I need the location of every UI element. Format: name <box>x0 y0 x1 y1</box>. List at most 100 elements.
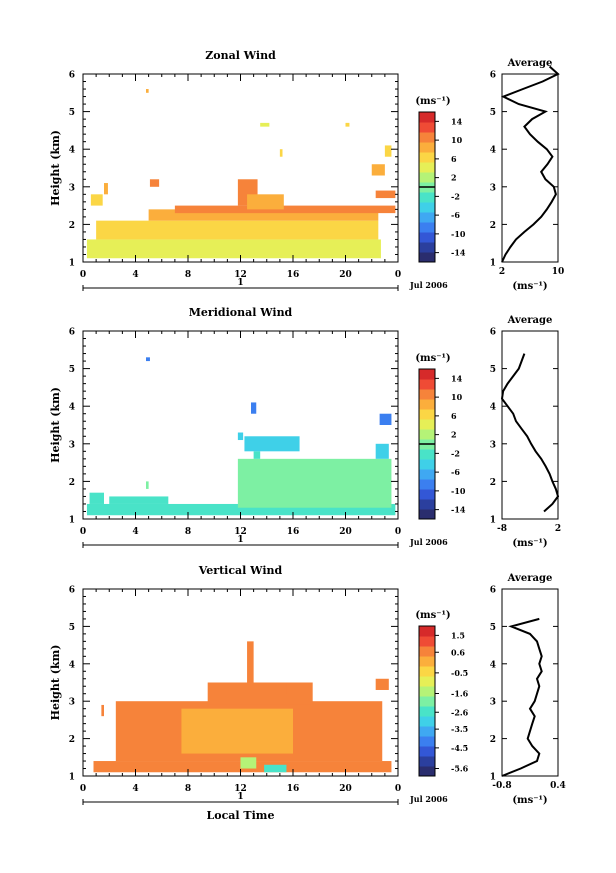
x-tick-label: 8 <box>185 527 191 537</box>
x-tick-label: 12 <box>234 784 247 794</box>
colorbar-swatch <box>419 212 435 223</box>
colorbar-swatch <box>419 399 435 410</box>
colorbar-swatch <box>419 369 435 380</box>
heatmap-cell-0-6 <box>104 183 108 195</box>
colorbar-swatch <box>419 252 435 263</box>
y-tick-label: 1 <box>69 773 75 783</box>
heatmap-cell-0-8 <box>375 190 396 199</box>
colorbar-tick-label: -2.6 <box>451 707 469 717</box>
colorbar-tick-label: -14 <box>451 505 466 515</box>
x-tick-label: 16 <box>287 527 300 537</box>
profile-x-label: (ms⁻¹) <box>512 281 547 292</box>
panel-title: Meridional Wind <box>189 306 293 319</box>
x-tick-label: 20 <box>339 270 352 280</box>
profile-y-tick-label: 2 <box>490 221 496 231</box>
colorbar-unit: (ms⁻¹) <box>415 610 450 621</box>
colorbar-swatch <box>419 746 435 757</box>
heatmap-cell-0-0 <box>86 239 381 259</box>
heatmap-cell-1-9 <box>379 413 392 425</box>
colorbar-tick-label: 1.5 <box>451 630 465 640</box>
colorbar-swatch <box>419 686 435 697</box>
profile-y-tick-label: 3 <box>490 698 496 708</box>
profile-x-tick-label: 2 <box>555 524 561 534</box>
x-tick-label: 0 <box>80 270 86 280</box>
profile-y-tick-label: 2 <box>490 478 496 488</box>
x-tick-label: 12 <box>234 270 247 280</box>
colorbar-swatch <box>419 626 435 637</box>
panel-title: Zonal Wind <box>205 49 276 62</box>
profile-x-tick-label: 2 <box>499 267 505 277</box>
profile-y-tick-label: 4 <box>490 146 496 156</box>
y-tick-label: 5 <box>69 108 75 118</box>
colorbar-tick-label: -0.5 <box>451 668 468 678</box>
colorbar-swatch <box>419 389 435 400</box>
x-tick-label: 16 <box>287 784 300 794</box>
heatmap-cell-1-5 <box>253 451 261 459</box>
day-label: 1 <box>237 278 243 288</box>
colorbar-tick-label: -6 <box>451 210 460 220</box>
colorbar-swatch <box>419 736 435 747</box>
x-tick-label: 0 <box>80 527 86 537</box>
y-tick-label: 2 <box>69 478 75 488</box>
colorbar-swatch <box>419 509 435 520</box>
heatmap-cell-0-2 <box>148 209 379 221</box>
heatmap-cell-2-7 <box>101 704 104 717</box>
y-tick-label: 4 <box>69 146 75 156</box>
profile-y-tick-label: 6 <box>490 586 496 596</box>
heatmap-cell-1-7 <box>251 402 257 414</box>
colorbar-swatch <box>419 459 435 470</box>
heatmap-cell-1-11 <box>146 357 150 362</box>
colorbar-unit: (ms⁻¹) <box>415 96 450 107</box>
colorbar-tick-label: -10 <box>451 486 466 496</box>
x-tick-label: 0 <box>395 784 401 794</box>
colorbar-swatch <box>419 469 435 480</box>
colorbar-swatch <box>419 499 435 510</box>
x-tick-label: 0 <box>395 270 401 280</box>
colorbar-tick-label: -6 <box>451 467 460 477</box>
heatmap-cell-0-13 <box>260 122 270 127</box>
profile-frame <box>501 588 559 777</box>
colorbar-swatch <box>419 162 435 173</box>
colorbar-swatch <box>419 676 435 687</box>
colorbar-swatch <box>419 726 435 737</box>
colorbar-swatch <box>419 409 435 420</box>
profile-line <box>500 65 560 263</box>
x-tick-label: 20 <box>339 527 352 537</box>
heatmap-cell-2-8 <box>264 764 287 773</box>
colorbar-swatch <box>419 232 435 243</box>
y-tick-label: 6 <box>69 71 75 81</box>
colorbar-tick-label: 0.6 <box>451 647 465 657</box>
y-tick-label: 6 <box>69 328 75 338</box>
colorbar-swatch <box>419 192 435 203</box>
profile-frame <box>501 73 559 263</box>
profile-y-tick-label: 1 <box>490 516 496 526</box>
heatmap-cell-1-2 <box>237 458 392 508</box>
colorbar-tick-label: 10 <box>451 135 463 145</box>
profile-x-tick-label: 0.4 <box>550 781 566 791</box>
colorbar-tick-label: 10 <box>451 392 463 402</box>
heatmap-cell-1-4 <box>146 481 149 489</box>
colorbar-tick-label: -2 <box>451 448 460 458</box>
colorbar-swatch <box>419 242 435 253</box>
x-tick-label: 0 <box>80 784 86 794</box>
heatmap-cell-0-7 <box>149 179 160 187</box>
x-tick-label: 8 <box>185 784 191 794</box>
heatmap-cell-2-2 <box>181 708 293 754</box>
colorbar-swatch <box>419 112 435 123</box>
profile-y-tick-label: 5 <box>490 108 496 118</box>
profile-x-label: (ms⁻¹) <box>512 795 547 806</box>
x-tick-label: 4 <box>132 270 138 280</box>
colorbar-tick-label: 14 <box>451 373 463 383</box>
colorbar-swatch <box>419 152 435 163</box>
colorbar-swatch <box>419 222 435 233</box>
profile-x-tick-label: 10 <box>552 267 565 277</box>
heatmap-cell-0-9 <box>371 164 385 176</box>
colorbar-frame <box>418 625 436 777</box>
day-label: 1 <box>237 792 243 802</box>
colorbar-swatch <box>419 172 435 183</box>
profile-y-tick-label: 5 <box>490 365 496 375</box>
x-tick-label: 0 <box>395 527 401 537</box>
x-tick-label: 4 <box>132 784 138 794</box>
colorbar-tick-label: 6 <box>451 411 457 421</box>
